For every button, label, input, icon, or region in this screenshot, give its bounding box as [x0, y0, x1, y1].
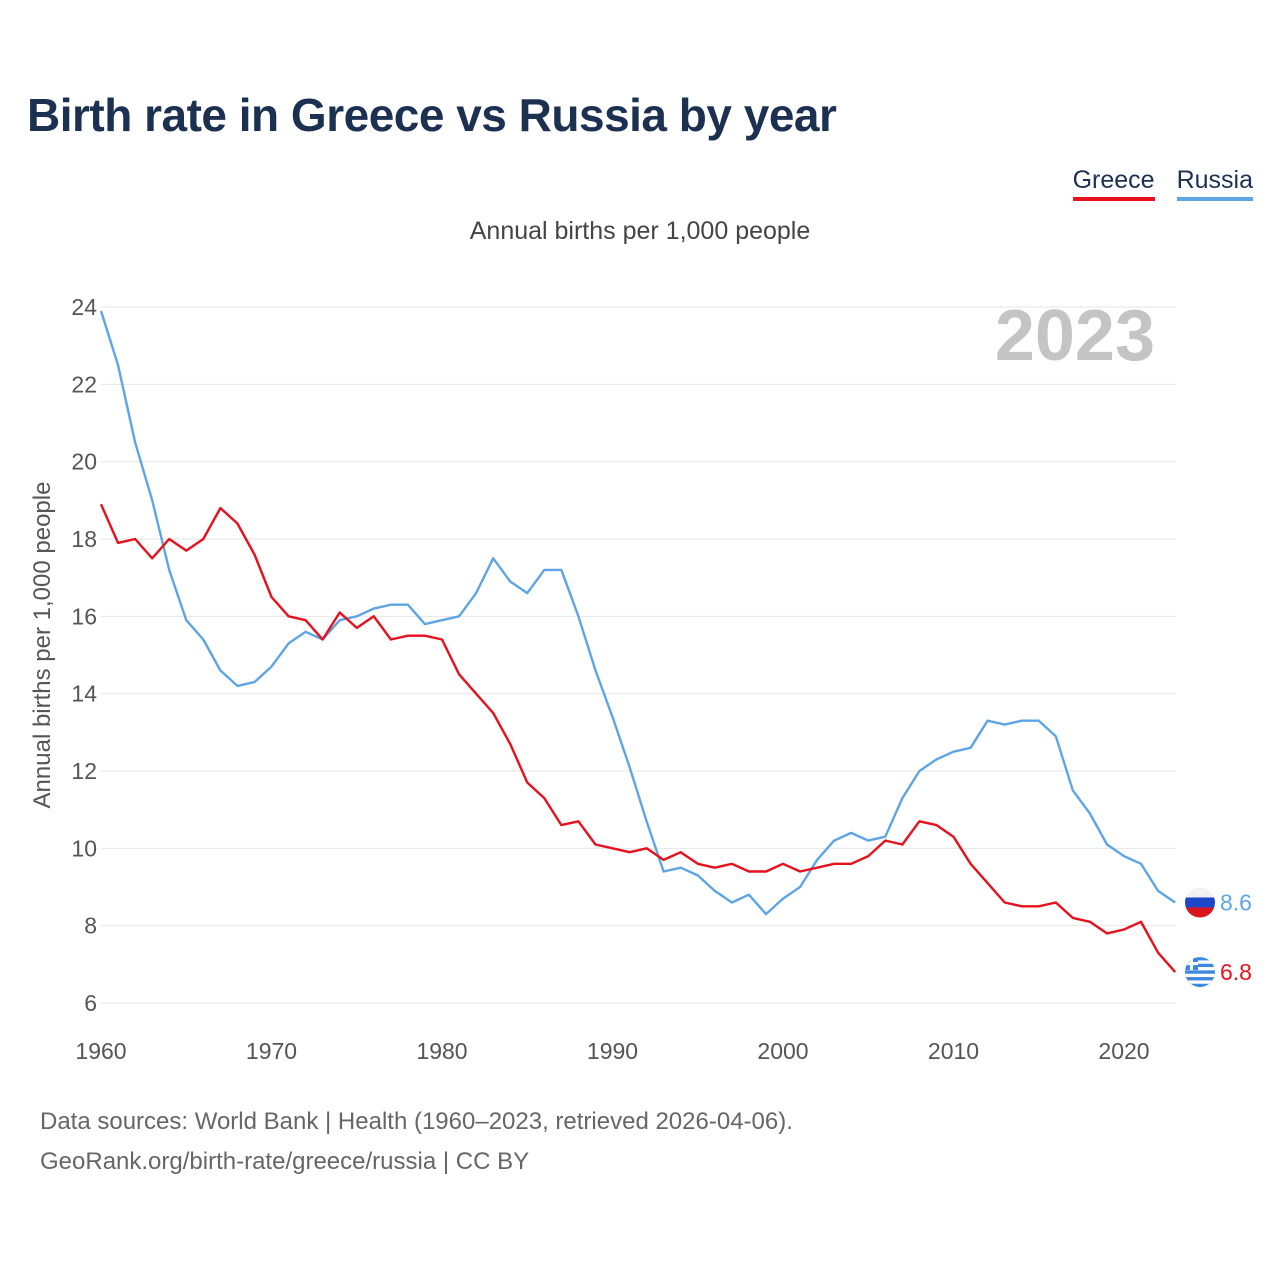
- x-tick-label: 1980: [416, 1038, 467, 1064]
- x-tick-label: 2010: [928, 1038, 979, 1064]
- greece-end-value-label: 6.8: [1220, 959, 1252, 985]
- y-tick-label: 20: [71, 449, 97, 475]
- x-tick-label: 1960: [75, 1038, 126, 1064]
- y-tick-label: 14: [71, 681, 97, 707]
- legend-item-russia[interactable]: Russia: [1176, 166, 1253, 201]
- y-tick-label: 10: [71, 835, 97, 861]
- grid-lines: [101, 306, 1176, 1004]
- russia-flag-icon: [1185, 887, 1215, 918]
- y-tick-label: 22: [71, 371, 97, 397]
- end-markers: 6.8 8.6: [1185, 887, 1252, 988]
- y-tick-label: 16: [71, 603, 97, 629]
- y-tick-label: 24: [71, 294, 97, 320]
- legend-item-greece[interactable]: Greece: [1072, 166, 1155, 201]
- x-axis-ticks: 1960 1970 1980 1990 2000 2010 2020: [75, 1038, 1149, 1064]
- x-tick-label: 2020: [1098, 1038, 1149, 1064]
- y-tick-label: 18: [71, 526, 97, 552]
- year-watermark: 2023: [995, 296, 1155, 376]
- y-axis-label: Annual births per 1,000 people: [29, 482, 56, 809]
- y-axis-ticks: 6 8 10 12 14 16 18 20 22 24: [71, 294, 97, 1016]
- legend: Greece Russia: [1072, 166, 1253, 201]
- source-line: Data sources: World Bank | Health (1960–…: [40, 1108, 793, 1135]
- x-tick-label: 1990: [587, 1038, 638, 1064]
- source-url-line: GeoRank.org/birth-rate/greece/russia | C…: [40, 1148, 530, 1175]
- greece-flag-icon: [1185, 957, 1215, 988]
- y-tick-label: 6: [84, 990, 97, 1016]
- russia-end-value-label: 8.6: [1220, 889, 1252, 915]
- x-tick-label: 2000: [757, 1038, 808, 1064]
- chart-subtitle: Annual births per 1,000 people: [469, 217, 811, 245]
- y-tick-label: 8: [84, 913, 97, 939]
- line-chart: 6 8 10 12 14 16 18 20 22 24 1960 1970 1980 1990 2000 2…: [29, 294, 1252, 1064]
- series-line-greece: [99, 503, 1177, 973]
- y-tick-label: 12: [71, 758, 97, 784]
- chart-title: Birth rate in Greece vs Russia by year: [27, 89, 837, 141]
- series-line-russia: [99, 310, 1176, 916]
- series-lines: [99, 310, 1177, 973]
- x-tick-label: 1970: [246, 1038, 297, 1064]
